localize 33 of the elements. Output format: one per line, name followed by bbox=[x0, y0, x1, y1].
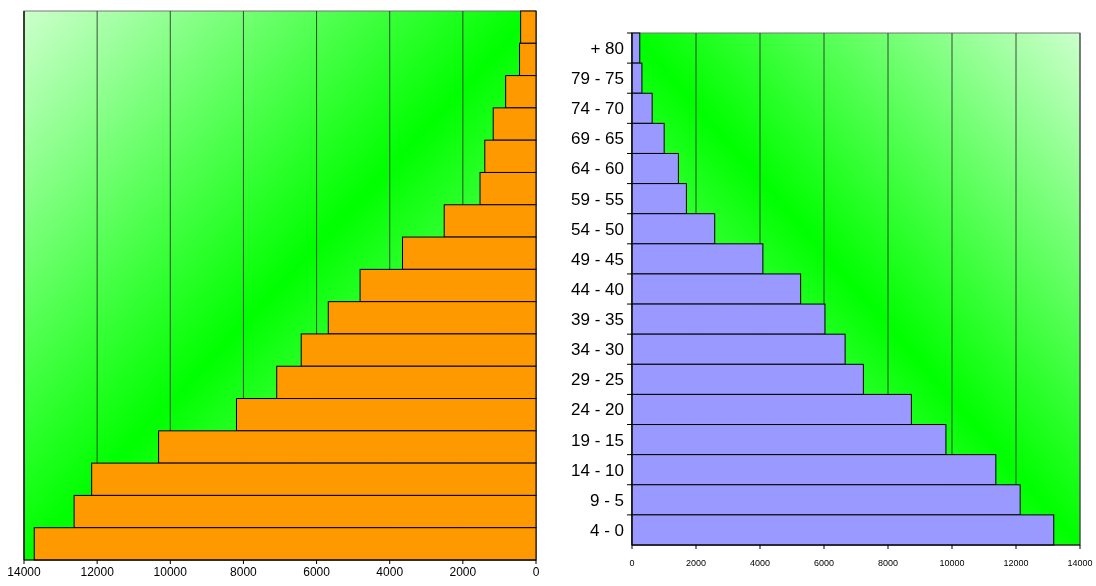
x-tick-label: 8000 bbox=[877, 558, 899, 568]
y-tick-label: 29 - 25 bbox=[571, 370, 624, 390]
y-tick-label: 34 - 30 bbox=[571, 340, 624, 360]
x-tick-label: 2000 bbox=[685, 558, 707, 568]
y-tick-label: + 80 bbox=[590, 39, 624, 59]
x-tick-label: 6000 bbox=[303, 565, 331, 579]
y-tick-label: 4 - 0 bbox=[589, 520, 624, 540]
y-tick-label: 64 - 60 bbox=[571, 159, 624, 179]
y-tick-label: 14 - 10 bbox=[571, 460, 624, 480]
y-tick-label: 79 - 75 bbox=[571, 69, 624, 89]
x-tick-label: 8000 bbox=[230, 565, 258, 579]
x-tick-label: 0 bbox=[532, 565, 540, 579]
y-tick-label: 54 - 50 bbox=[571, 219, 624, 239]
y-tick-label: 69 - 65 bbox=[571, 129, 624, 149]
y-tick-label: 74 - 70 bbox=[571, 99, 624, 119]
x-tick-label: 4000 bbox=[749, 558, 771, 568]
x-tick-label: 4000 bbox=[376, 565, 404, 579]
x-tick-label: 0 bbox=[629, 558, 635, 568]
y-tick-label: 24 - 20 bbox=[571, 400, 624, 420]
x-tick-label: 12000 bbox=[80, 565, 115, 579]
y-tick-label: 39 - 35 bbox=[571, 310, 624, 330]
x-tick-label: 6000 bbox=[813, 558, 835, 568]
y-tick-label: 19 - 15 bbox=[571, 430, 624, 450]
y-tick-label: 9 - 5 bbox=[589, 490, 624, 510]
y-tick-label: 59 - 55 bbox=[571, 189, 624, 209]
x-tick-label: 12000 bbox=[1003, 558, 1029, 568]
x-tick-label: 14000 bbox=[7, 565, 42, 579]
y-tick-label: 49 - 45 bbox=[571, 249, 624, 269]
x-tick-label: 14000 bbox=[1067, 558, 1093, 568]
x-tick-label: 10000 bbox=[939, 558, 965, 568]
y-tick-label: 44 - 40 bbox=[571, 279, 624, 299]
x-tick-label: 2000 bbox=[449, 565, 477, 579]
x-tick-label: 10000 bbox=[153, 565, 188, 579]
